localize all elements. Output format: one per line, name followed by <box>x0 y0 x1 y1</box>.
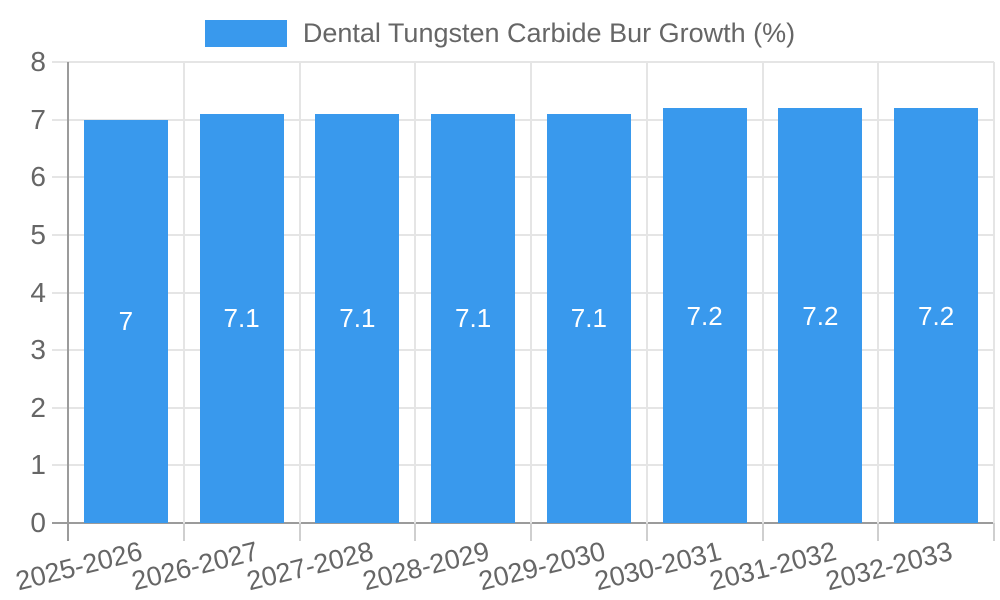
x-axis-tick <box>877 523 880 541</box>
gridline-horizontal <box>52 349 994 352</box>
y-tick-label: 0 <box>30 507 46 538</box>
bar-value-label: 7.2 <box>686 300 723 331</box>
bar-value-label: 7.1 <box>223 303 260 334</box>
gridline-horizontal <box>52 233 994 236</box>
y-tick-label: 4 <box>30 276 46 308</box>
gridline-horizontal <box>52 464 994 467</box>
gridline-vertical <box>414 62 417 523</box>
bar: 7.1 <box>315 113 400 523</box>
y-tick-label: 7 <box>30 103 46 135</box>
y-tick-label: 5 <box>30 218 46 250</box>
y-tick-label: 1 <box>30 449 46 481</box>
legend-swatch <box>204 19 287 47</box>
legend-item[interactable]: Dental Tungsten Carbide Bur Growth (%) <box>0 16 1000 50</box>
gridline-horizontal <box>52 61 994 63</box>
legend-label: Dental Tungsten Carbide Bur Growth (%) <box>302 17 796 48</box>
x-axis-tick <box>993 523 995 541</box>
gridline-horizontal <box>52 176 994 179</box>
bar-value-label: 7.1 <box>455 303 492 334</box>
bar: 7.1 <box>199 113 284 523</box>
gridline-vertical <box>645 62 648 523</box>
y-tick-label: 6 <box>30 161 46 193</box>
y-tick-label: 3 <box>30 334 46 366</box>
bar-value-label: 7.2 <box>802 300 839 331</box>
gridline-horizontal <box>52 291 994 294</box>
gridline-vertical <box>993 62 995 523</box>
x-axis-tick <box>645 523 648 541</box>
gridline-vertical <box>530 62 532 523</box>
x-axis-tick <box>182 523 185 541</box>
x-axis-tick <box>761 523 764 541</box>
gridline-vertical <box>761 62 764 523</box>
bar: 7.2 <box>662 108 747 523</box>
bar-value-label: 7.2 <box>918 300 955 331</box>
bar-value-label: 7 <box>118 306 134 337</box>
gridline-horizontal <box>52 118 994 121</box>
y-axis-line <box>67 62 69 541</box>
gridline-vertical <box>298 62 301 523</box>
x-axis-tick <box>298 523 301 541</box>
x-axis-tick <box>530 523 532 541</box>
bar: 7.2 <box>778 108 863 523</box>
gridline-horizontal <box>52 406 994 409</box>
bar: 7.1 <box>431 113 516 523</box>
y-tick-label: 2 <box>30 391 46 423</box>
x-axis-line <box>52 522 994 524</box>
gridline-vertical <box>182 62 185 523</box>
gridline-vertical <box>877 62 880 523</box>
y-tick-label: 8 <box>30 46 46 77</box>
x-axis-tick <box>414 523 417 541</box>
bar: 7.1 <box>546 113 631 523</box>
bar: 7.2 <box>894 108 979 523</box>
bar-value-label: 7.1 <box>339 303 376 334</box>
bar: 7 <box>83 119 168 523</box>
bar-value-label: 7.1 <box>570 303 607 334</box>
